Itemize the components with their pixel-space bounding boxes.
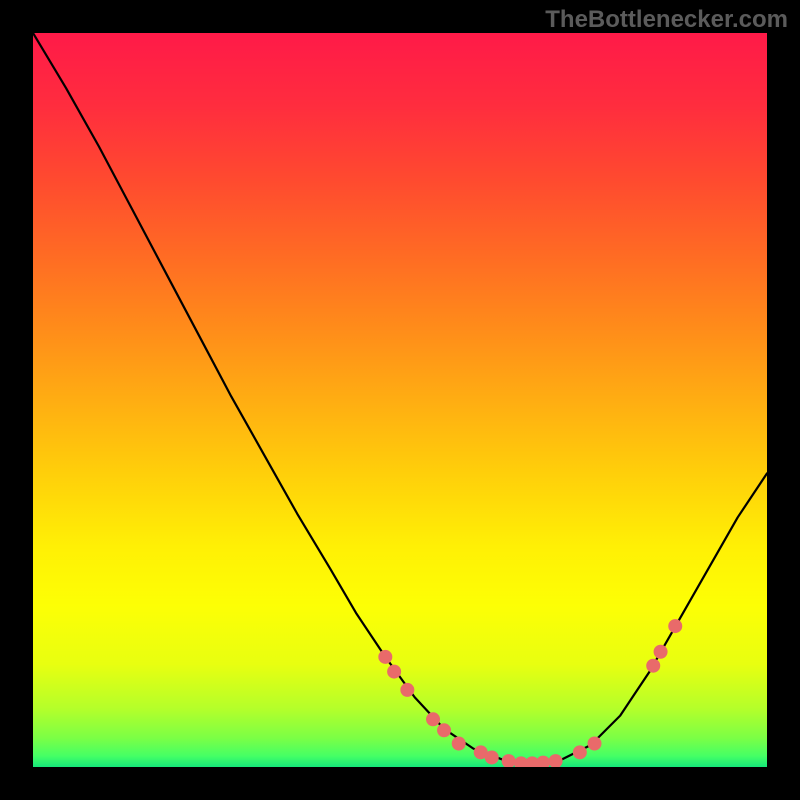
data-marker bbox=[668, 619, 682, 633]
data-marker bbox=[654, 645, 668, 659]
data-marker bbox=[426, 712, 440, 726]
data-marker bbox=[387, 665, 401, 679]
data-marker bbox=[485, 750, 499, 764]
watermark-text: TheBottlenecker.com bbox=[545, 6, 788, 34]
data-marker bbox=[400, 683, 414, 697]
data-marker bbox=[646, 659, 660, 673]
chart-area bbox=[33, 33, 767, 767]
data-marker bbox=[588, 737, 602, 751]
chart-svg bbox=[33, 33, 767, 767]
data-marker bbox=[573, 745, 587, 759]
data-marker bbox=[378, 650, 392, 664]
data-marker bbox=[452, 737, 466, 751]
data-marker bbox=[437, 723, 451, 737]
